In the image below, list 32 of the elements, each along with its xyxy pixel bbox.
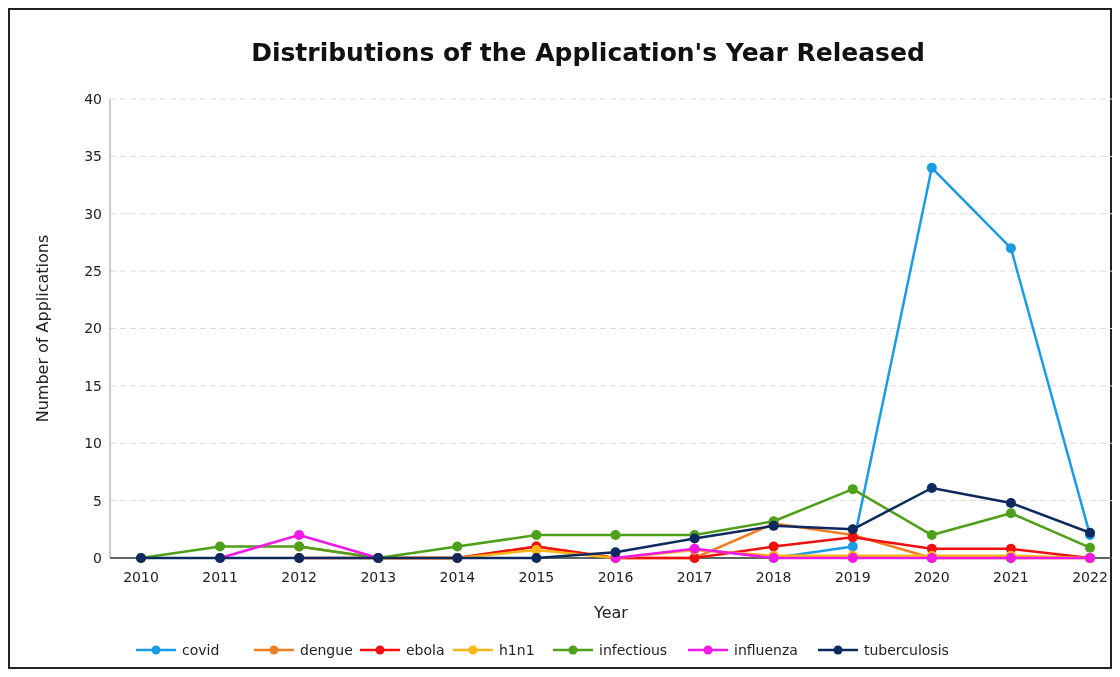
y-tick-label: 10 (84, 435, 102, 452)
legend-label: h1n1 (499, 641, 535, 658)
x-tick-label: 2011 (202, 569, 238, 585)
legend-label: influenza (734, 641, 798, 658)
legend-label: tuberculosis (864, 641, 949, 658)
x-tick-label: 2013 (360, 569, 397, 585)
y-tick-label: 20 (84, 320, 102, 337)
legend-label: ebola (406, 641, 445, 658)
y-axis-title: Number of Applications (33, 234, 52, 423)
x-tick-label: 2016 (597, 569, 634, 585)
legend-label: covid (182, 641, 220, 658)
x-tick-label: 2010 (123, 569, 159, 585)
x-tick-label: 2021 (993, 569, 1029, 585)
y-tick-label: 35 (84, 148, 102, 165)
x-tick-label: 2022 (1072, 569, 1108, 585)
x-axis-title: Year (593, 603, 629, 622)
x-tick-label: 2017 (676, 569, 713, 585)
x-tick-label: 2018 (755, 569, 792, 585)
y-tick-label: 40 (84, 90, 102, 107)
y-tick-label: 15 (84, 377, 102, 394)
legend-label: infectious (599, 641, 668, 658)
x-tick-label: 2019 (834, 569, 871, 585)
y-tick-label: 25 (84, 263, 102, 280)
y-tick-label: 5 (93, 492, 102, 509)
y-tick-label: 30 (84, 205, 102, 222)
legend-label: dengue (300, 641, 353, 658)
x-tick-label: 2020 (914, 569, 950, 585)
x-tick-label: 2015 (518, 569, 555, 585)
x-tick-label: 2014 (439, 569, 476, 585)
y-tick-label: 0 (93, 549, 102, 566)
chart-title: Distributions of the Application's Year Released (251, 38, 925, 67)
x-tick-label: 2012 (281, 569, 317, 585)
